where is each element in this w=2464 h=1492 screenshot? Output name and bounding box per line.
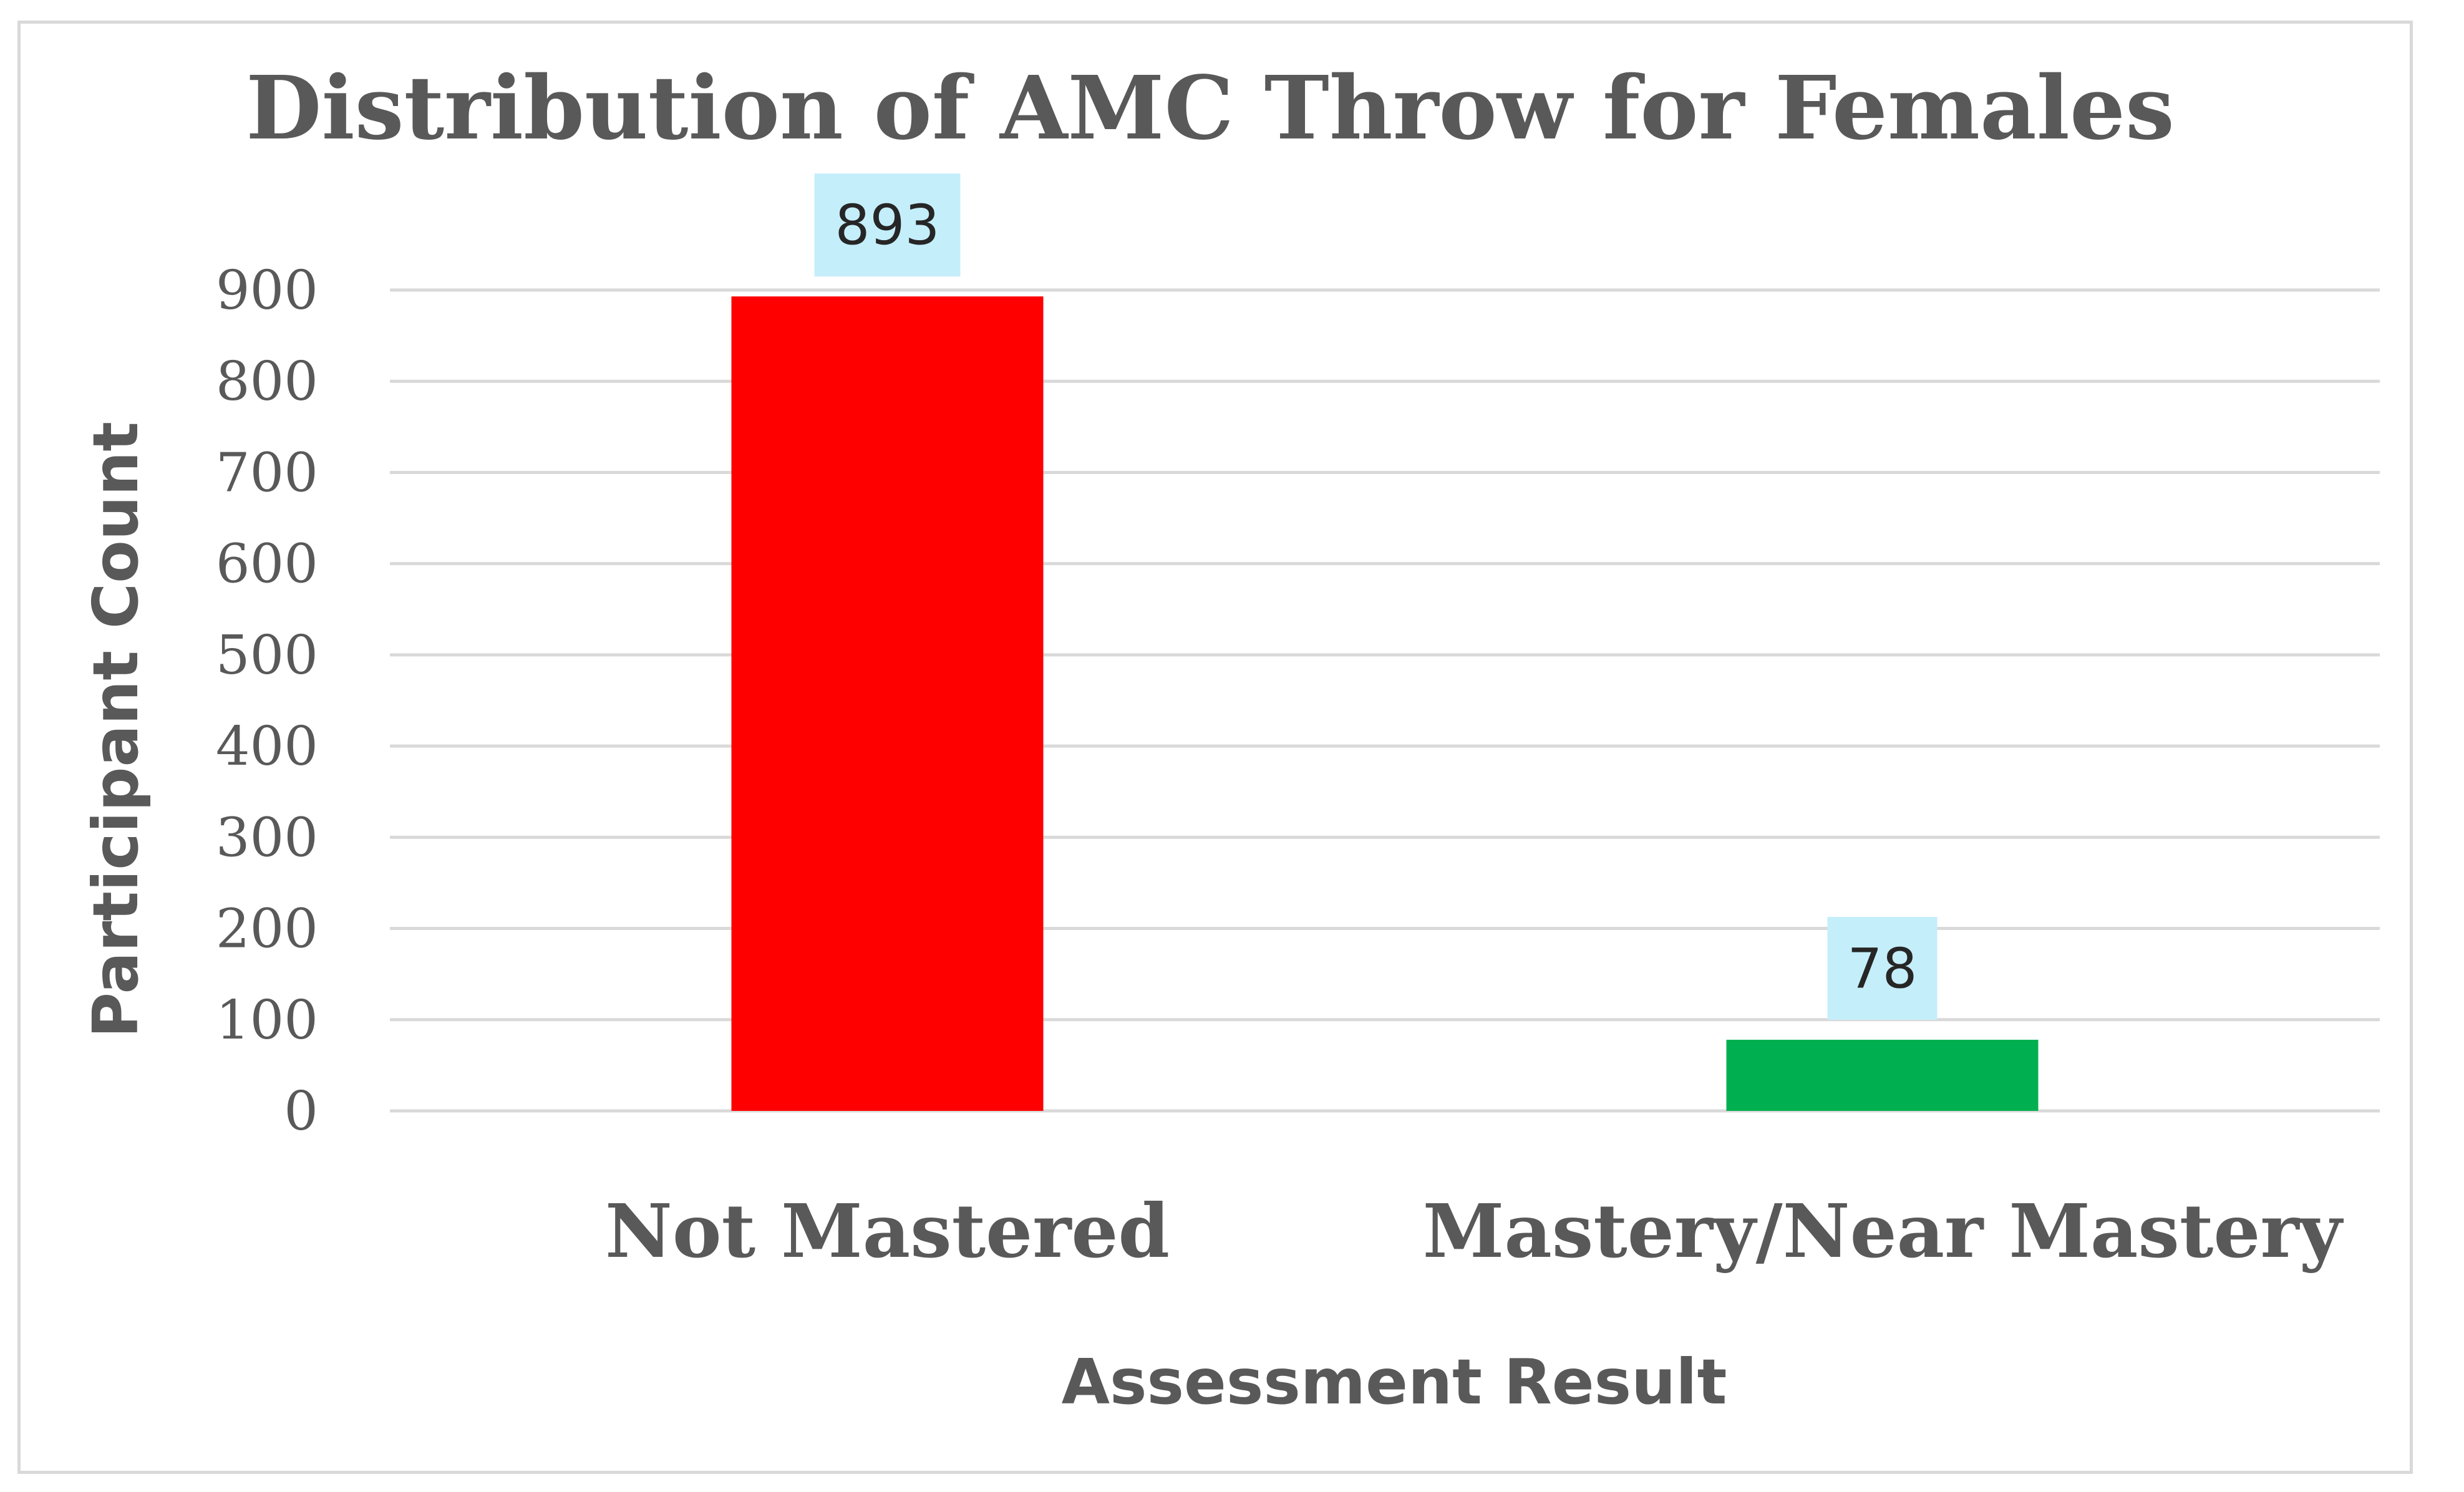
- y-tick-label: 800: [216, 351, 318, 413]
- data-label-box: [814, 173, 961, 277]
- y-axis-ticks: 0 100 200 300 400 500 600 700 800 900: [216, 259, 318, 1143]
- y-tick-label: 0: [284, 1080, 318, 1143]
- data-label: 893: [835, 193, 940, 258]
- y-tick-label: 300: [216, 807, 318, 869]
- x-category-label: Mastery/Near Mastery: [1423, 1188, 2344, 1274]
- data-label: 78: [1848, 936, 1918, 1000]
- x-axis-categories: Not Mastered Mastery/Near Mastery: [605, 1188, 2344, 1274]
- x-axis-title: Assessment Result: [1062, 1345, 1727, 1418]
- y-tick-label: 700: [216, 442, 318, 504]
- gridlines: [390, 288, 2380, 1113]
- y-tick-label: 200: [216, 898, 318, 961]
- y-axis-title: Participant Count: [79, 422, 152, 1038]
- chart-title: Distribution of AMC Throw for Females: [246, 57, 2175, 160]
- bar-mastery-near-mastery: [1726, 1039, 2039, 1111]
- data-labels: 893 78: [814, 173, 1938, 1020]
- x-category-label: Not Mastered: [605, 1188, 1170, 1274]
- y-tick-label: 600: [216, 533, 318, 596]
- y-tick-label: 100: [216, 989, 318, 1052]
- y-tick-label: 500: [216, 624, 318, 687]
- data-label-box: [1827, 916, 1938, 1020]
- bars: [731, 296, 2039, 1111]
- y-tick-label: 400: [216, 715, 318, 778]
- y-tick-label: 900: [216, 259, 318, 322]
- bar-not-mastered: [731, 296, 1044, 1111]
